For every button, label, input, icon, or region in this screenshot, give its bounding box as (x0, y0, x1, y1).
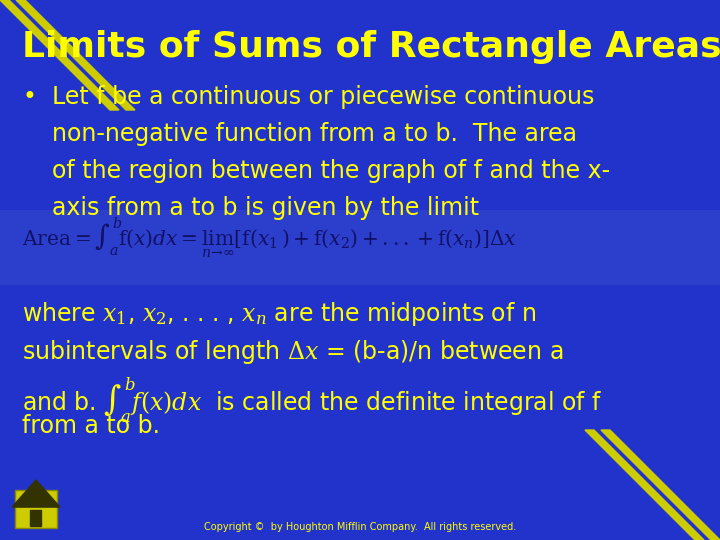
Polygon shape (585, 430, 704, 540)
Text: Copyright ©  by Houghton Mifflin Company.  All rights reserved.: Copyright © by Houghton Mifflin Company.… (204, 522, 516, 532)
Text: Limits of Sums of Rectangle Areas: Limits of Sums of Rectangle Areas (22, 30, 720, 64)
Polygon shape (0, 0, 119, 110)
Polygon shape (12, 480, 60, 507)
Text: $\mathrm{Area} = \int_a^b\!\mathrm{f}(x)dx = \lim_{n \to \infty}[\mathrm{f}(x_1): $\mathrm{Area} = \int_a^b\!\mathrm{f}(x)… (22, 215, 517, 260)
FancyBboxPatch shape (15, 490, 57, 528)
Text: axis from a to b is given by the limit: axis from a to b is given by the limit (52, 196, 479, 220)
Text: from a to b.: from a to b. (22, 414, 160, 438)
Polygon shape (16, 0, 135, 110)
Text: non-negative function from a to b.  The area: non-negative function from a to b. The a… (52, 122, 577, 146)
Polygon shape (601, 430, 720, 540)
Text: •: • (22, 85, 36, 109)
Text: where $x_1$, $x_2$, . . . , $x_n$ are the midpoints of n: where $x_1$, $x_2$, . . . , $x_n$ are th… (22, 300, 536, 328)
Text: of the region between the graph of f and the x-: of the region between the graph of f and… (52, 159, 610, 183)
FancyBboxPatch shape (0, 210, 720, 285)
Text: subintervals of length $\Delta x$ = (b-a)/n between a: subintervals of length $\Delta x$ = (b-a… (22, 338, 563, 366)
FancyBboxPatch shape (30, 510, 41, 526)
Text: Let f be a continuous or piecewise continuous: Let f be a continuous or piecewise conti… (52, 85, 595, 109)
Text: and b. $\int_a^b\!f(x)dx$  is called the definite integral of f: and b. $\int_a^b\!f(x)dx$ is called the … (22, 376, 603, 426)
